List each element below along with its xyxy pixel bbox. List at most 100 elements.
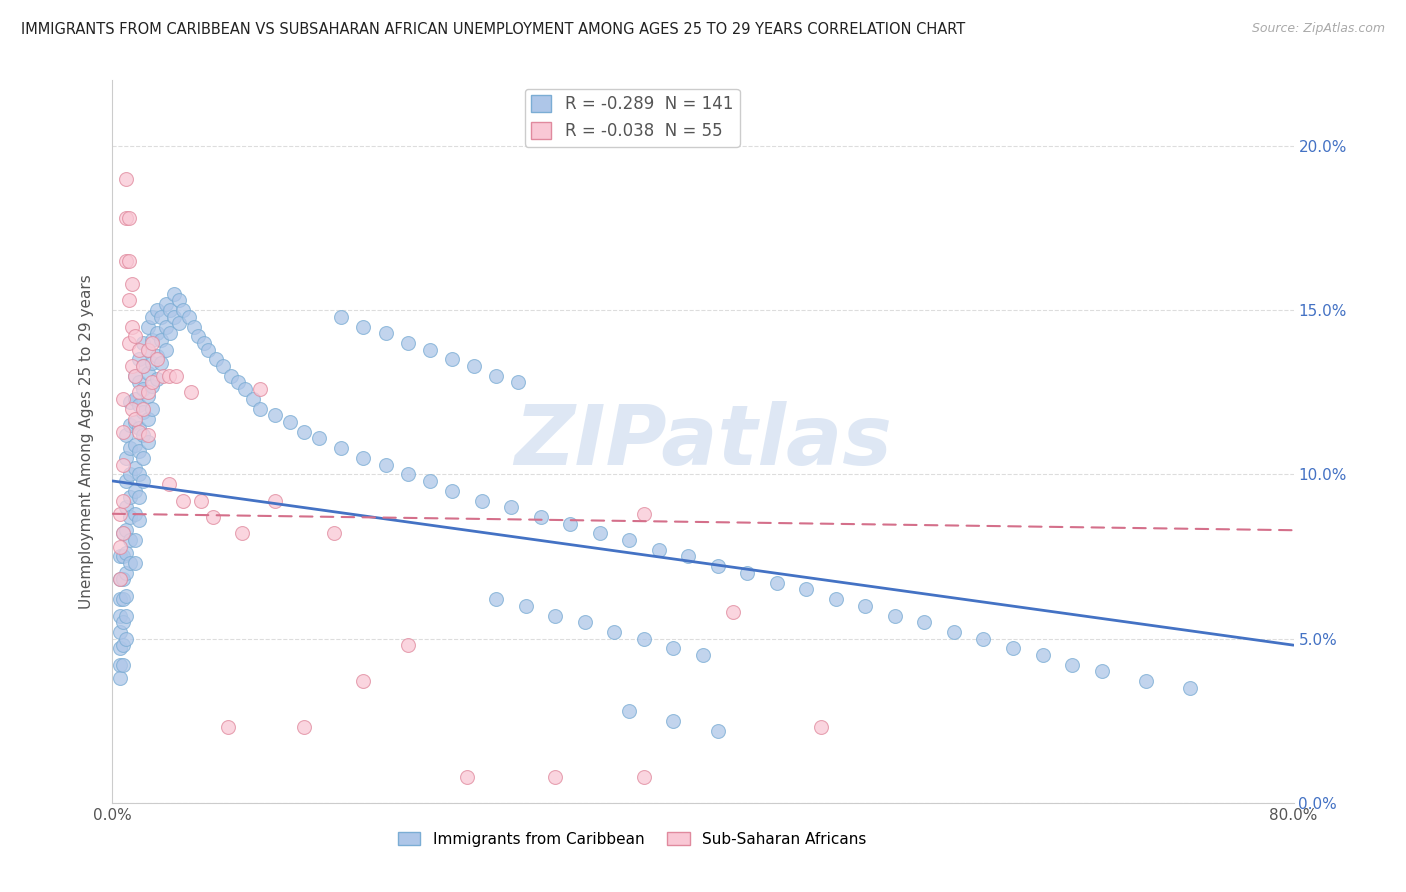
Point bbox=[124, 368, 146, 383]
Point bbox=[352, 319, 374, 334]
Point bbox=[111, 425, 134, 439]
Point bbox=[205, 352, 228, 367]
Point bbox=[330, 310, 353, 324]
Point bbox=[662, 714, 685, 728]
Text: Source: ZipAtlas.com: Source: ZipAtlas.com bbox=[1251, 22, 1385, 36]
Text: IMMIGRANTS FROM CARIBBEAN VS SUBSAHARAN AFRICAN UNEMPLOYMENT AMONG AGES 25 TO 29: IMMIGRANTS FROM CARIBBEAN VS SUBSAHARAN … bbox=[21, 22, 966, 37]
Point bbox=[120, 533, 142, 547]
Point bbox=[124, 438, 146, 452]
Point bbox=[114, 546, 136, 560]
Point bbox=[914, 615, 936, 630]
Point bbox=[159, 326, 181, 340]
Point bbox=[132, 401, 155, 416]
Point bbox=[111, 549, 134, 564]
Point bbox=[132, 359, 155, 373]
Point bbox=[114, 171, 136, 186]
Point bbox=[111, 615, 134, 630]
Point bbox=[128, 425, 150, 439]
Point bbox=[124, 368, 146, 383]
Point bbox=[233, 382, 256, 396]
Point bbox=[201, 510, 224, 524]
Point bbox=[544, 608, 567, 623]
Point bbox=[249, 401, 271, 416]
Point bbox=[108, 573, 131, 587]
Point bbox=[111, 638, 134, 652]
Point bbox=[124, 415, 146, 429]
Point bbox=[231, 526, 253, 541]
Point bbox=[884, 608, 907, 623]
Point bbox=[141, 310, 163, 324]
Point bbox=[114, 450, 136, 465]
Point bbox=[619, 704, 641, 718]
Point bbox=[141, 333, 163, 347]
Point bbox=[128, 385, 150, 400]
Point bbox=[165, 368, 187, 383]
Point bbox=[824, 592, 846, 607]
Point bbox=[352, 450, 374, 465]
Point bbox=[108, 657, 131, 672]
Point bbox=[136, 385, 159, 400]
Point bbox=[120, 491, 142, 505]
Point bbox=[108, 549, 131, 564]
Point bbox=[292, 720, 315, 734]
Point bbox=[588, 526, 610, 541]
Point bbox=[111, 526, 134, 541]
Point bbox=[219, 368, 242, 383]
Point bbox=[108, 540, 131, 554]
Point bbox=[157, 368, 180, 383]
Point bbox=[544, 770, 567, 784]
Point bbox=[633, 770, 655, 784]
Point bbox=[136, 411, 159, 425]
Point bbox=[114, 523, 136, 537]
Point bbox=[155, 343, 177, 357]
Point bbox=[111, 458, 134, 472]
Point bbox=[796, 582, 818, 597]
Point bbox=[183, 319, 205, 334]
Point bbox=[121, 359, 143, 373]
Point bbox=[292, 425, 315, 439]
Point bbox=[114, 253, 136, 268]
Point bbox=[706, 559, 728, 574]
Point bbox=[111, 657, 134, 672]
Point bbox=[508, 376, 530, 390]
Point bbox=[128, 421, 150, 435]
Text: ZIPatlas: ZIPatlas bbox=[515, 401, 891, 482]
Point bbox=[132, 474, 155, 488]
Point bbox=[120, 441, 142, 455]
Point bbox=[114, 566, 136, 580]
Point bbox=[1001, 641, 1024, 656]
Point bbox=[146, 303, 169, 318]
Point bbox=[124, 329, 146, 343]
Point bbox=[128, 444, 150, 458]
Point bbox=[1032, 648, 1054, 662]
Point bbox=[1178, 681, 1201, 695]
Point bbox=[501, 500, 523, 515]
Point bbox=[678, 549, 700, 564]
Point bbox=[619, 533, 641, 547]
Point bbox=[118, 293, 141, 308]
Point bbox=[396, 336, 419, 351]
Point bbox=[114, 474, 136, 488]
Point bbox=[141, 401, 163, 416]
Point bbox=[120, 418, 142, 433]
Point bbox=[124, 507, 146, 521]
Point bbox=[1062, 657, 1084, 672]
Point bbox=[128, 376, 150, 390]
Point bbox=[706, 723, 728, 738]
Point bbox=[118, 253, 141, 268]
Point bbox=[1135, 674, 1157, 689]
Point bbox=[226, 376, 249, 390]
Point bbox=[108, 671, 131, 685]
Point bbox=[456, 770, 478, 784]
Point bbox=[108, 625, 131, 640]
Point bbox=[163, 286, 186, 301]
Point bbox=[146, 352, 169, 367]
Point bbox=[128, 491, 150, 505]
Point bbox=[197, 343, 219, 357]
Point bbox=[419, 343, 441, 357]
Point bbox=[124, 460, 146, 475]
Point bbox=[973, 632, 995, 646]
Point bbox=[441, 483, 464, 498]
Point bbox=[217, 720, 239, 734]
Point bbox=[141, 378, 163, 392]
